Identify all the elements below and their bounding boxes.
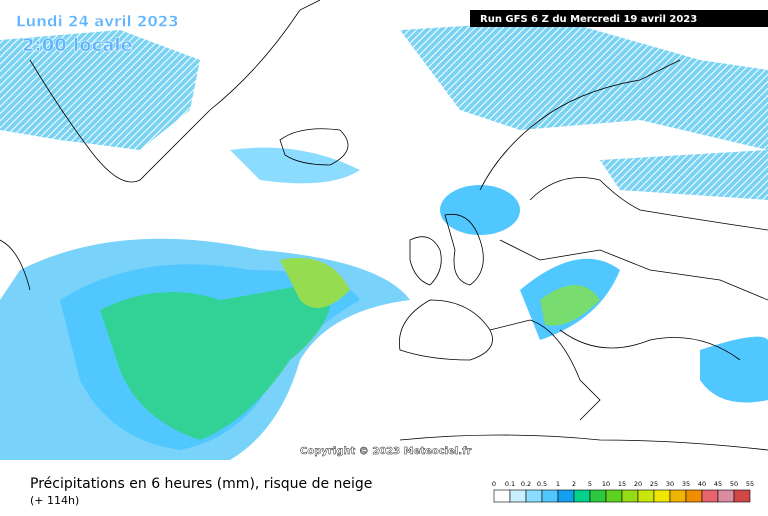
footer-title: Précipitations en 6 heures (mm), risque … bbox=[30, 476, 372, 492]
legend-label: 1 bbox=[556, 480, 560, 488]
legend-swatch bbox=[653, 489, 671, 503]
run-info: Run GFS 6 Z du Mercredi 19 avril 2023 bbox=[480, 14, 697, 25]
map bbox=[0, 0, 768, 460]
color-legend: 0 0.1 0.2 0.5 1 2 5 10 15 20 25 30 35 40 45 50 55 bbox=[492, 480, 754, 503]
legend-label: 55 bbox=[746, 480, 754, 488]
legend-swatch bbox=[621, 489, 639, 503]
legend-label: 0.1 bbox=[505, 480, 515, 488]
legend-label: 0 bbox=[492, 480, 496, 488]
legend-label: 5 bbox=[588, 480, 592, 488]
legend-swatch bbox=[685, 489, 703, 503]
legend-swatch bbox=[701, 489, 719, 503]
legend-label: 20 bbox=[634, 480, 642, 488]
forecast-time: 2:00 locale bbox=[22, 35, 133, 56]
run-banner bbox=[470, 10, 768, 27]
legend-swatch bbox=[573, 489, 591, 503]
forecast-lead: (+ 114h) bbox=[30, 494, 79, 507]
legend-swatch bbox=[669, 489, 687, 503]
legend-label: 35 bbox=[682, 480, 690, 488]
legend-label: 0.5 bbox=[537, 480, 547, 488]
legend-swatch bbox=[637, 489, 655, 503]
legend-label: 50 bbox=[730, 480, 738, 488]
legend-swatch bbox=[605, 489, 623, 503]
legend-label: 45 bbox=[714, 480, 722, 488]
legend-swatch bbox=[589, 489, 607, 503]
legend-swatch bbox=[541, 489, 559, 503]
legend-swatch bbox=[509, 489, 527, 503]
copyright: Copyright © 2023 Meteociel.fr bbox=[300, 446, 471, 457]
legend-swatch bbox=[733, 489, 751, 503]
legend-label: 0.2 bbox=[521, 480, 531, 488]
legend-label: 30 bbox=[666, 480, 674, 488]
legend-label: 15 bbox=[618, 480, 626, 488]
legend-swatch bbox=[717, 489, 735, 503]
legend-swatch bbox=[557, 489, 575, 503]
legend-label: 10 bbox=[602, 480, 610, 488]
legend-label: 25 bbox=[650, 480, 658, 488]
legend-swatch bbox=[493, 489, 511, 503]
legend-label: 2 bbox=[572, 480, 576, 488]
forecast-date: Lundi 24 avril 2023 bbox=[16, 13, 179, 31]
legend-label: 40 bbox=[698, 480, 706, 488]
legend-swatch bbox=[525, 489, 543, 503]
